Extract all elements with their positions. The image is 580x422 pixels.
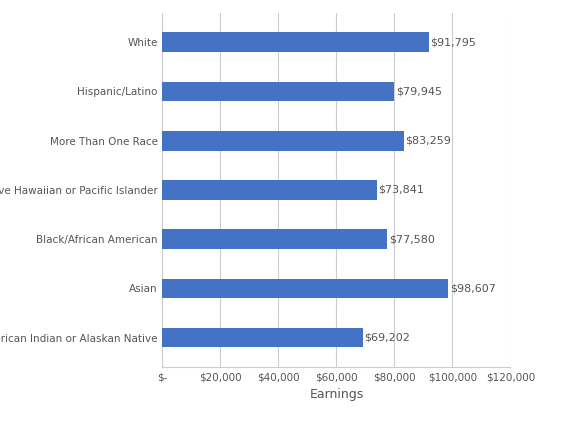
Text: $98,607: $98,607 — [450, 283, 496, 293]
Text: $77,580: $77,580 — [389, 234, 434, 244]
Text: $79,945: $79,945 — [396, 87, 442, 97]
Bar — [162, 229, 387, 249]
Bar — [162, 131, 404, 151]
X-axis label: Earnings: Earnings — [309, 387, 364, 400]
Bar — [162, 180, 376, 200]
Bar — [162, 32, 429, 52]
Text: $83,259: $83,259 — [405, 135, 451, 146]
Text: $69,202: $69,202 — [365, 333, 411, 343]
Bar — [162, 279, 448, 298]
Text: $91,795: $91,795 — [430, 37, 476, 47]
Bar — [162, 81, 394, 101]
Bar — [162, 328, 363, 347]
Text: $73,841: $73,841 — [378, 185, 424, 195]
